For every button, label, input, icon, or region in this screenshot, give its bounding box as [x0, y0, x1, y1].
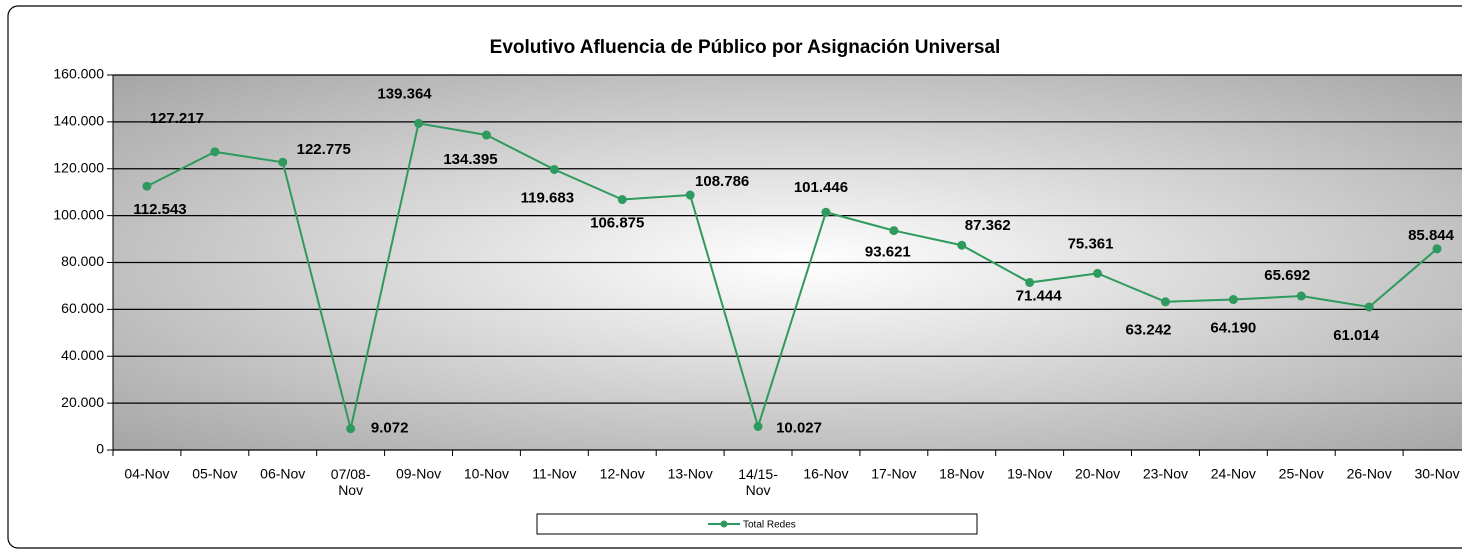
data-label: 85.844 — [1408, 227, 1455, 244]
data-point — [481, 130, 491, 140]
data-point — [142, 181, 152, 191]
data-point — [957, 240, 967, 250]
data-point — [1025, 278, 1035, 288]
data-label: 10.027 — [776, 419, 822, 436]
data-point — [1296, 291, 1306, 301]
y-tick-label: 100.000 — [53, 206, 104, 222]
y-tick-label: 60.000 — [61, 300, 104, 316]
y-tick-label: 0 — [96, 441, 104, 457]
x-tick-label: 16-Nov — [803, 466, 848, 482]
data-label: 134.395 — [443, 151, 497, 168]
y-tick-label: 80.000 — [61, 253, 104, 269]
legend — [536, 513, 978, 535]
data-point — [549, 164, 559, 174]
data-point — [1364, 302, 1374, 312]
data-label: 108.786 — [695, 173, 749, 190]
x-tick-label: 05-Nov — [192, 466, 237, 482]
x-tick-label: 13-Nov — [668, 466, 713, 482]
data-point — [1093, 268, 1103, 278]
y-tick-label: 40.000 — [61, 347, 104, 363]
y-tick-label: 160.000 — [53, 66, 104, 82]
data-label: 71.444 — [1016, 288, 1063, 305]
y-tick-label: 120.000 — [53, 159, 104, 175]
x-tick-label: 06-Nov — [260, 466, 305, 482]
data-label: 106.875 — [590, 214, 644, 231]
data-label: 139.364 — [377, 85, 432, 102]
y-tick-label: 140.000 — [53, 113, 104, 129]
data-label: 75.361 — [1068, 235, 1114, 252]
data-label: 93.621 — [865, 244, 911, 261]
data-point — [210, 147, 220, 157]
data-label: 119.683 — [521, 189, 574, 206]
grid — [107, 74, 1462, 456]
y-tick-label: 20.000 — [61, 394, 104, 410]
data-label: 64.190 — [1210, 320, 1256, 337]
x-tick-label: 07/08-Nov — [331, 466, 371, 498]
data-point — [617, 195, 627, 205]
data-label: 101.446 — [794, 179, 848, 196]
legend-marker — [720, 520, 728, 528]
x-tick-label: 24-Nov — [1211, 466, 1256, 482]
x-tick-label: 19-Nov — [1007, 466, 1052, 482]
x-tick-label: 09-Nov — [396, 466, 441, 482]
data-point — [685, 190, 695, 200]
x-tick-label: 17-Nov — [871, 466, 916, 482]
data-label: 112.543 — [133, 201, 186, 218]
data-label: 122.775 — [297, 141, 351, 158]
data-point — [1432, 244, 1442, 254]
data-point — [346, 424, 356, 434]
x-tick-label: 30-Nov — [1414, 466, 1459, 482]
x-tick-label: 18-Nov — [939, 466, 984, 482]
legend-label: Total Redes — [743, 520, 796, 531]
data-point — [889, 226, 899, 236]
series-line — [146, 122, 1438, 430]
data-label: 127.217 — [150, 110, 204, 127]
x-tick-label: 10-Nov — [464, 466, 509, 482]
data-label: 63.242 — [1126, 322, 1172, 339]
x-tick-label: 12-Nov — [600, 466, 645, 482]
data-label: 65.692 — [1264, 267, 1310, 284]
data-point — [821, 207, 831, 217]
data-point — [414, 118, 424, 128]
x-tick-label: 14/15-Nov — [738, 466, 778, 498]
x-tick-label: 23-Nov — [1143, 466, 1188, 482]
x-tick-label: 20-Nov — [1075, 466, 1120, 482]
data-point — [1160, 297, 1170, 307]
chart-title: Evolutivo Afluencia de Público por Asign… — [490, 37, 1001, 58]
x-tick-label: 11-Nov — [532, 466, 576, 482]
x-tick-label: 26-Nov — [1347, 466, 1392, 482]
marks: 112.543 127.217 122.775 9.072 139.364 134.395… — [133, 85, 1454, 436]
x-tick-label: 25-Nov — [1279, 466, 1324, 482]
data-label: 9.072 — [371, 420, 409, 437]
data-point — [278, 157, 288, 167]
data-point — [753, 421, 763, 431]
data-point — [1228, 295, 1238, 305]
x-tick-label: 04-Nov — [124, 466, 169, 482]
data-label: 61.014 — [1333, 327, 1380, 344]
data-label: 87.362 — [965, 217, 1011, 234]
